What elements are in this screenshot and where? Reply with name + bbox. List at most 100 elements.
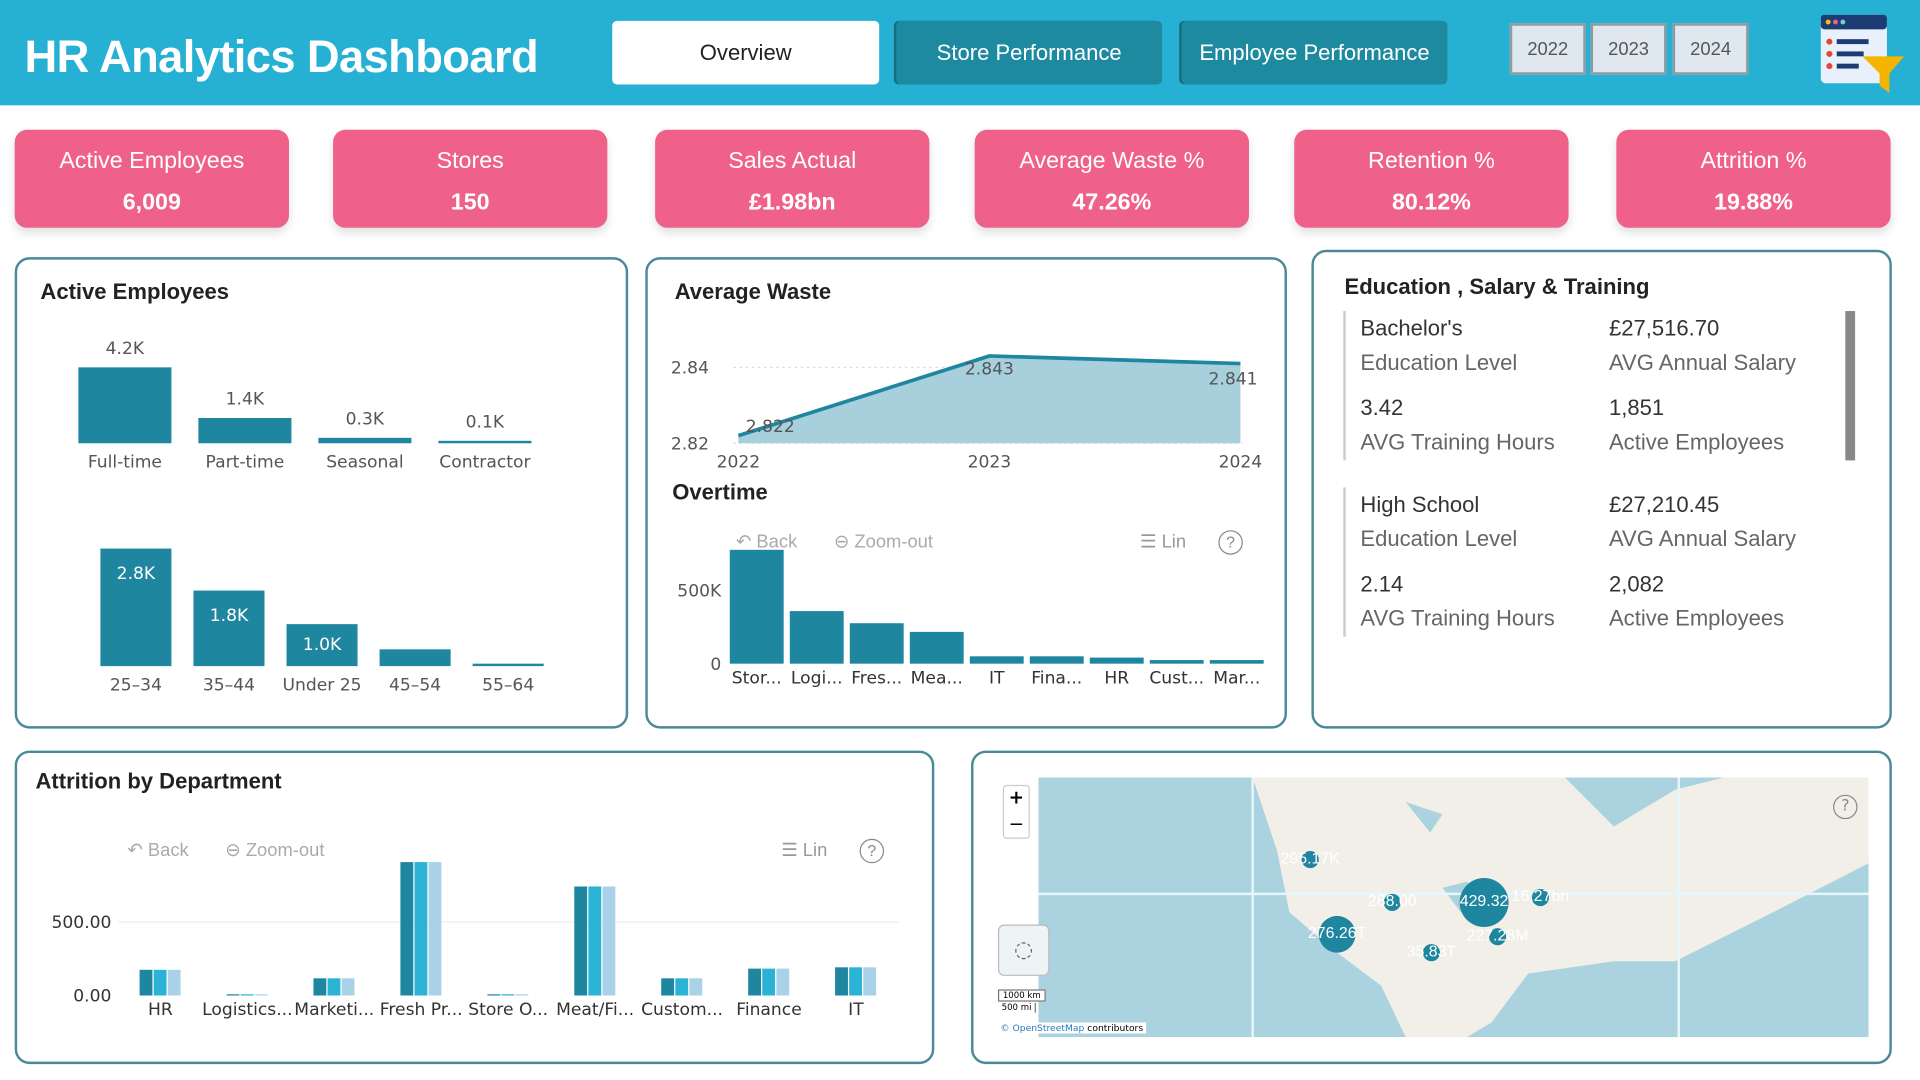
map-zoom-out-button[interactable]: − — [1008, 813, 1025, 836]
data-label: 2.8K — [117, 564, 156, 584]
y-tick-label: 500K — [677, 581, 722, 601]
zoom-out-button[interactable]: ⊖ Zoom-out — [225, 840, 325, 861]
x-tick-label: Finance — [736, 1000, 802, 1020]
zoom-out-icon: ⊖ — [225, 840, 241, 861]
bar — [327, 978, 341, 996]
education-item: High School Education Level £27,210.45 A… — [1343, 487, 1833, 646]
x-tick-label: Part-time — [206, 453, 285, 473]
y-tick-label: 0.00 — [73, 987, 111, 1007]
kpi-card: Active Employees 6,009 — [14, 129, 289, 228]
map-bubble[interactable] — [1301, 851, 1319, 869]
page-title: HR Analytics Dashboard — [24, 31, 539, 83]
map-card: 295.17K 288.00 429.32 16.27bn 276.26T 227.28M… — [971, 750, 1892, 1065]
x-tick-label: Logi... — [791, 668, 843, 688]
store-map[interactable] — [1038, 777, 1869, 1038]
bar — [414, 862, 428, 996]
map-bubble-label: 276.26T — [1307, 923, 1367, 942]
education-item: Bachelor's Education Level £27,516.70 AV… — [1343, 311, 1833, 470]
lasso-select-icon[interactable]: ◌ — [997, 924, 1050, 976]
map-zoom-in-button[interactable]: + — [1008, 786, 1025, 809]
zoom-out-icon: ⊖ — [833, 531, 850, 553]
active-employees-label: Active Employees — [1608, 429, 1785, 455]
x-tick-label: HR — [148, 1000, 173, 1020]
map-bubble[interactable] — [1383, 893, 1401, 912]
bar — [675, 978, 689, 996]
kpi-label: Active Employees — [59, 148, 245, 174]
help-icon[interactable]: ? — [859, 838, 885, 864]
back-button[interactable]: ↶ Back — [127, 840, 189, 861]
zoom-out-button[interactable]: ⊖ Zoom-out — [833, 531, 934, 553]
y-tick-label: 0 — [710, 655, 721, 675]
lin-button[interactable]: ☰ Lin — [781, 840, 828, 861]
x-tick-label: Store O... — [468, 1000, 548, 1020]
back-button[interactable]: ↶ Back — [735, 531, 798, 553]
attrition-chart: 0.00 500.00 HR Logistics... Marketi... Fresh … — [52, 862, 899, 1020]
back-arrow-icon: ↶ — [127, 840, 143, 861]
x-tick-label: Stor... — [732, 668, 782, 688]
help-icon[interactable]: ? — [1833, 794, 1858, 820]
kpi-value: 19.88% — [1713, 189, 1793, 216]
lin-button[interactable]: ☰ Lin — [1140, 531, 1187, 553]
x-tick-label: Cust... — [1149, 668, 1204, 688]
bar — [193, 590, 265, 667]
x-tick-label: Fina... — [1031, 668, 1082, 688]
average-waste-chart: 2.82 2.84 2.822 2022 2.843 2023 2.841 2024 — [671, 354, 1262, 473]
avg-salary-label: AVG Annual Salary — [1608, 350, 1797, 375]
kpi-card: Stores 150 — [333, 129, 608, 228]
year-2023-button[interactable]: 2023 — [1590, 23, 1667, 75]
x-tick-label: Under 25 — [283, 676, 362, 696]
kpi-label: Attrition % — [1700, 148, 1807, 174]
year-2022-button[interactable]: 2022 — [1509, 23, 1586, 75]
map-bubble-label: 429.32 — [1459, 891, 1509, 910]
map-bubble[interactable] — [1488, 928, 1507, 946]
openstreetmap-link[interactable]: © OpenStreetMap — [1000, 1022, 1085, 1034]
bar — [379, 649, 451, 667]
overtime-chart: 0 500K Stor... Logi... Fres... Mea... IT Fina..… — [677, 549, 1264, 688]
bar — [1029, 656, 1084, 664]
map-bubble[interactable] — [1422, 944, 1441, 962]
map-bubble[interactable] — [1318, 915, 1356, 953]
tab-store-performance[interactable]: Store Performance — [896, 20, 1163, 85]
map-bubble[interactable] — [1531, 888, 1549, 907]
kpi-value: 47.26% — [1072, 189, 1152, 216]
tab-employee-performance[interactable]: Employee Performance — [1181, 20, 1448, 85]
bar — [198, 417, 292, 444]
bar — [762, 968, 776, 996]
bar — [969, 656, 1024, 664]
bar — [487, 994, 501, 996]
x-tick-label: Mar... — [1213, 668, 1260, 688]
active-employees-count: 1,851 — [1608, 395, 1665, 421]
x-tick-label: 25–34 — [110, 676, 162, 696]
data-label: 4.2K — [106, 339, 145, 359]
avg-salary: £27,516.70 — [1608, 315, 1720, 341]
back-arrow-icon: ↶ — [735, 531, 752, 553]
overtime-title: Overtime — [672, 480, 768, 505]
kpi-value: 150 — [450, 189, 490, 216]
active-employees-label: Active Employees — [1608, 606, 1785, 631]
scrollbar-thumb[interactable] — [1845, 311, 1856, 461]
bar — [78, 367, 172, 444]
education-level: High School — [1360, 492, 1480, 517]
average-waste-card: Average Waste 2.82 2.84 2.822 2022 2.843 2023… — [645, 257, 1287, 729]
x-tick-label: Full-time — [88, 453, 162, 473]
bar — [776, 968, 790, 996]
employment-type-chart: 4.2K Full-time 1.4K Part-time 0.3K Seasonal 0.… — [78, 339, 544, 696]
series-line — [737, 354, 1241, 438]
bar — [835, 967, 848, 996]
bar — [661, 978, 675, 996]
bar — [240, 994, 254, 996]
header-bar: HR Analytics Dashboard Overview Store Pe… — [0, 0, 1920, 106]
x-tick-label: 35–44 — [203, 676, 255, 696]
tab-overview[interactable]: Overview — [612, 20, 880, 85]
year-2024-button[interactable]: 2024 — [1672, 23, 1749, 75]
x-tick-label: 2023 — [968, 453, 1012, 473]
x-tick-label: Contractor — [439, 453, 531, 473]
map-attribution: © OpenStreetMap contributors — [997, 1022, 1146, 1034]
area-fill — [738, 355, 1241, 444]
data-label: 1.4K — [226, 389, 265, 409]
kpi-value: 6,009 — [122, 189, 181, 216]
map-bubble-label: 295.17K — [1280, 848, 1340, 867]
map-bubble[interactable] — [1459, 877, 1509, 927]
x-tick-label: HR — [1104, 668, 1129, 688]
help-icon[interactable]: ? — [1218, 530, 1243, 555]
